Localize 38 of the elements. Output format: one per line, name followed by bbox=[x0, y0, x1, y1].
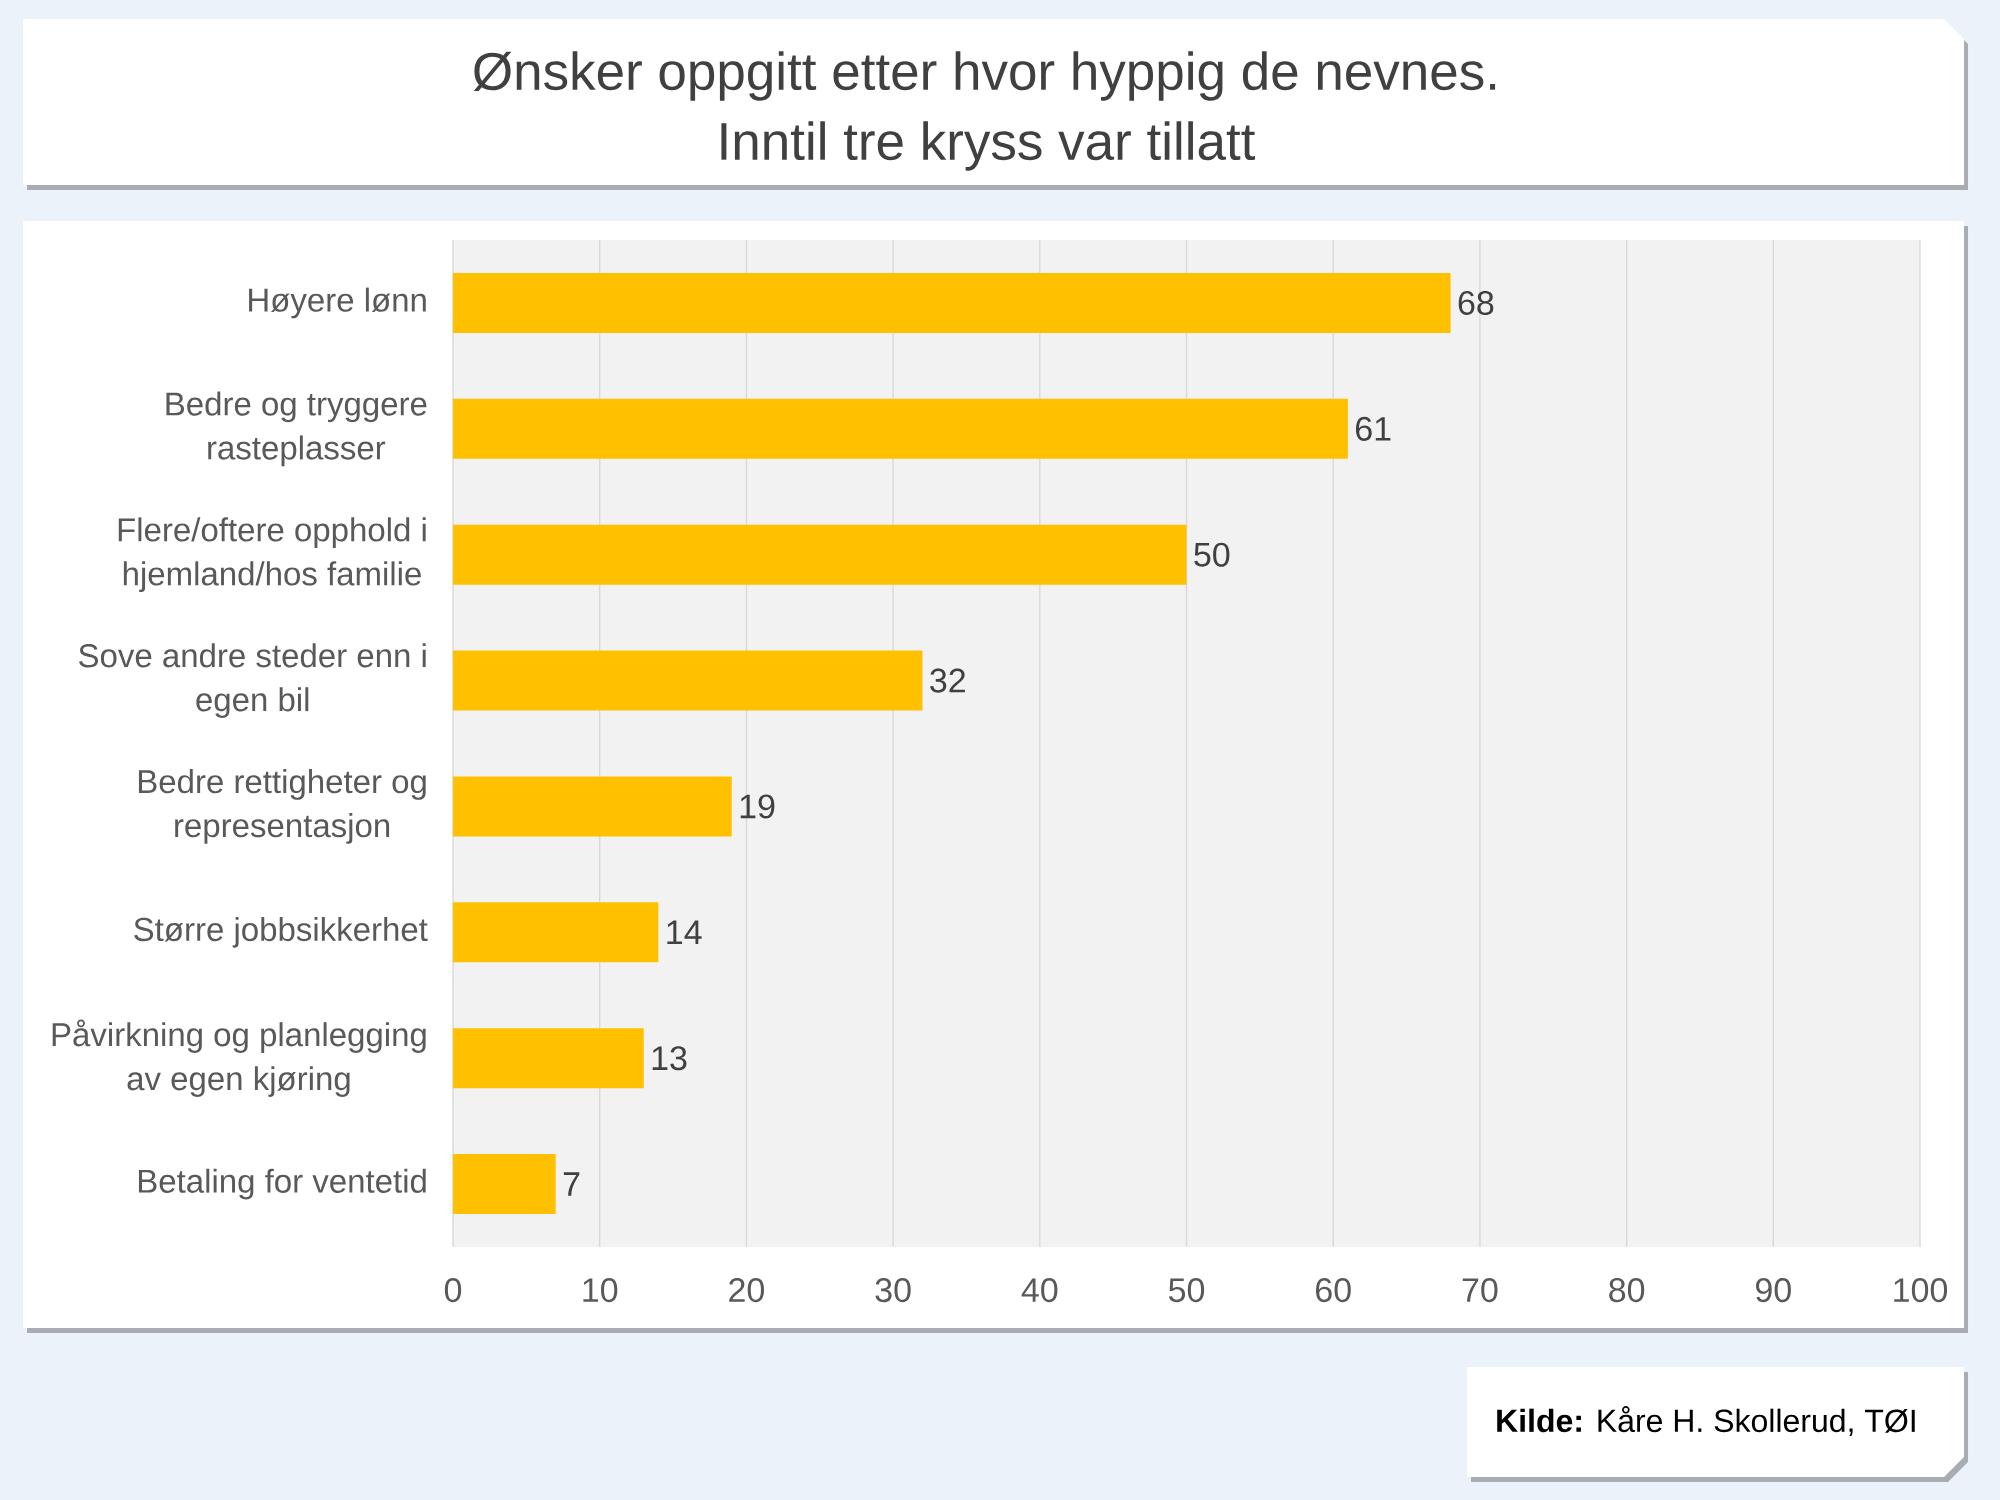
bar bbox=[453, 272, 1451, 333]
bar bbox=[453, 1154, 556, 1215]
y-tick-label: Sove andre steder enn i egen bil bbox=[79, 643, 426, 718]
y-tick-label: Bedre og tryggere rasteplasser bbox=[166, 391, 427, 467]
chart-title: Ønsker oppgitt etter hvor hyppig de nevnes. bbox=[473, 51, 1496, 101]
bar bbox=[453, 650, 923, 711]
y-tick-label: Bedre rettigheter og representasjon bbox=[138, 769, 426, 844]
x-tick-label: 80 bbox=[1609, 1278, 1645, 1303]
data-label: 32 bbox=[930, 668, 965, 693]
data-label: 13 bbox=[652, 1046, 687, 1071]
bar bbox=[453, 902, 659, 963]
x-tick-label: 50 bbox=[1168, 1278, 1205, 1303]
bar bbox=[453, 524, 1187, 585]
y-tick-label: Høyere lønn bbox=[249, 287, 426, 319]
y-tick-label: Påvirkning og planlegging av egen kjøring bbox=[52, 1019, 426, 1097]
y-tick-label: Flere/oftere opphold i hjemland/hos familie bbox=[118, 517, 426, 593]
x-tick-label: 30 bbox=[875, 1278, 911, 1303]
data-label: 14 bbox=[667, 920, 702, 945]
y-tick-label: Betaling for ventetid bbox=[138, 1168, 426, 1200]
x-tick-label: 10 bbox=[583, 1278, 618, 1303]
x-tick-label: 90 bbox=[1756, 1278, 1791, 1303]
x-tick-label: 40 bbox=[1021, 1278, 1058, 1303]
x-tick-label: 20 bbox=[729, 1278, 764, 1303]
data-label: 7 bbox=[563, 1172, 580, 1196]
bar bbox=[453, 1028, 644, 1089]
bar bbox=[453, 398, 1348, 459]
text: Kilde: Kåre H. Skollerud, TØI bbox=[1497, 1406, 1915, 1436]
x-tick-label: 100 bbox=[1894, 1278, 1948, 1303]
data-label: 68 bbox=[1458, 290, 1494, 315]
x-tick-label: 70 bbox=[1462, 1278, 1498, 1303]
chart-subtitle: Inntil tre kryss var tillatt bbox=[721, 121, 1256, 171]
y-tick-label: Større jobbsikkerhet bbox=[134, 916, 428, 948]
data-label: 50 bbox=[1194, 542, 1230, 567]
data-label: 61 bbox=[1356, 416, 1391, 441]
bar bbox=[453, 776, 732, 837]
x-tick-label: 0 bbox=[444, 1278, 462, 1303]
data-label: 19 bbox=[740, 794, 775, 819]
x-tick-label: 60 bbox=[1316, 1278, 1351, 1303]
